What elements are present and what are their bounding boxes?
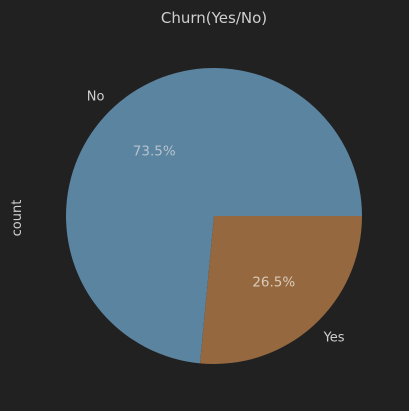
chart-title: Churn(Yes/No): [161, 9, 267, 27]
pie-slice-yes: [200, 216, 362, 364]
slice-label-yes: Yes: [323, 330, 345, 345]
percent-label-no: 73.5%: [133, 143, 176, 159]
pie-labels: No 73.5% Yes 26.5%: [87, 90, 345, 346]
y-axis-label: count: [10, 200, 25, 237]
percent-label-yes: 26.5%: [252, 275, 295, 291]
pie-slices: [66, 68, 362, 364]
pie-slice-no: [66, 68, 362, 364]
slice-label-no: No: [87, 90, 105, 105]
